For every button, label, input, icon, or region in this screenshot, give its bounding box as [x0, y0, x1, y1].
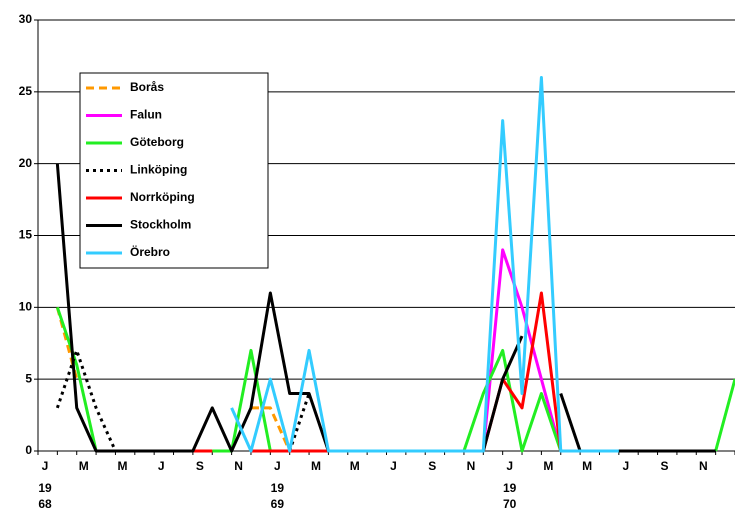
- y-tick-label: 20: [19, 156, 33, 170]
- x-tick-label: J: [390, 459, 397, 473]
- series-line: [55, 306, 735, 453]
- x-tick-label: M: [350, 459, 360, 473]
- y-tick-label: 25: [19, 84, 33, 98]
- x-year-label: 70: [503, 497, 517, 511]
- y-tick-label: 15: [19, 228, 33, 242]
- legend-label: Borås: [130, 80, 164, 94]
- x-tick-label: J: [622, 459, 629, 473]
- x-tick-label: N: [467, 459, 476, 473]
- x-tick-label: J: [42, 459, 49, 473]
- x-tick-label: J: [158, 459, 165, 473]
- series-line: [481, 248, 563, 452]
- x-tick-label: M: [582, 459, 592, 473]
- series-line: [55, 306, 292, 452]
- x-tick-label: N: [234, 459, 243, 473]
- legend-label: Norrköping: [130, 190, 195, 204]
- x-year-label: 69: [271, 497, 285, 511]
- x-tick-label: M: [543, 459, 553, 473]
- y-tick-label: 5: [25, 371, 32, 385]
- legend-box: [79, 72, 269, 269]
- x-year-label: 68: [38, 497, 52, 511]
- x-tick-label: S: [428, 459, 436, 473]
- x-tick-label: S: [196, 459, 204, 473]
- legend-label: Stockholm: [130, 218, 191, 232]
- y-tick-label: 30: [19, 12, 33, 26]
- x-year-label: 19: [271, 481, 285, 495]
- series-line: [230, 75, 619, 453]
- x-year-label: 19: [38, 481, 52, 495]
- legend-label: Linköping: [130, 163, 187, 177]
- x-tick-label: M: [117, 459, 127, 473]
- x-tick-label: M: [79, 459, 89, 473]
- x-tick-label: M: [311, 459, 321, 473]
- legend-label: Örebro: [130, 244, 170, 259]
- y-tick-label: 0: [25, 443, 32, 457]
- x-tick-label: J: [506, 459, 513, 473]
- x-tick-label: J: [274, 459, 281, 473]
- x-year-label: 19: [503, 481, 517, 495]
- x-tick-label: N: [699, 459, 708, 473]
- legend-label: Göteborg: [130, 135, 184, 149]
- legend-label: Falun: [130, 108, 162, 122]
- y-tick-label: 10: [19, 300, 33, 314]
- series-line: [55, 348, 311, 452]
- x-tick-label: S: [661, 459, 669, 473]
